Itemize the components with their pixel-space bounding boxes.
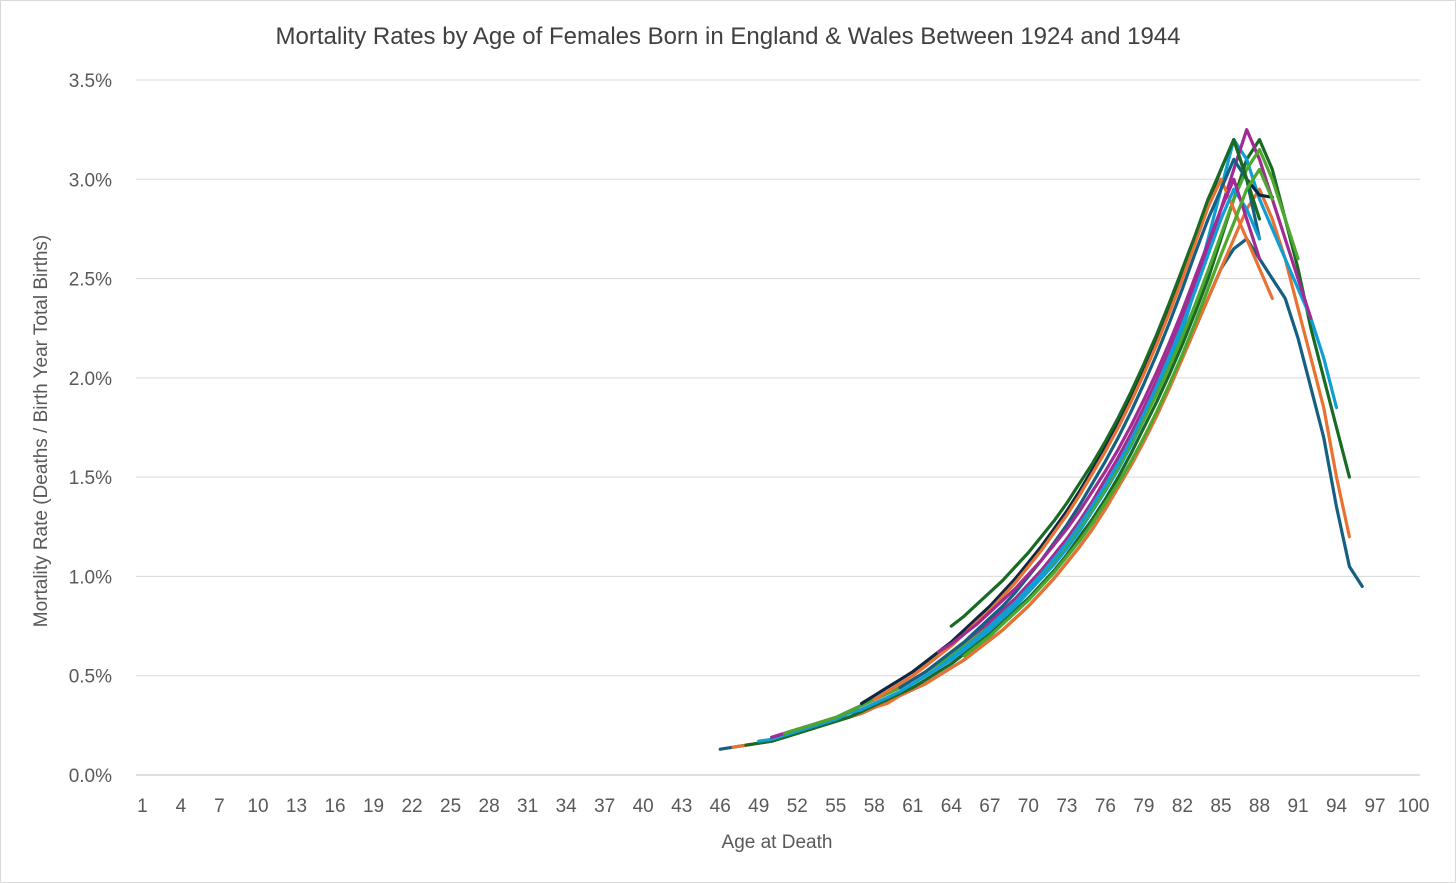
x-tick-label: 73 (1056, 796, 1077, 817)
x-tick-label: 43 (671, 796, 692, 817)
x-tick-label: 58 (864, 796, 885, 817)
x-tick-label: 52 (787, 796, 808, 817)
x-tick-label: 64 (941, 796, 963, 817)
series-line-13 (962, 167, 1274, 658)
x-tick-label: 82 (1172, 796, 1193, 817)
x-tick-label: 100 (1398, 796, 1430, 817)
x-tick-label: 22 (401, 796, 422, 817)
series-line-11 (924, 187, 1262, 678)
y-axis-title: Mortality Rate (Deaths / Birth Year Tota… (31, 235, 52, 627)
x-tick-label: 16 (324, 796, 345, 817)
y-tick-label: 3.5% (69, 71, 112, 92)
x-tick-label: 97 (1364, 796, 1385, 817)
x-tick-label: 88 (1249, 796, 1270, 817)
y-tick-label: 2.0% (69, 369, 112, 390)
y-tick-label: 0.0% (69, 766, 112, 787)
series-line-1 (718, 237, 1364, 751)
x-tick-label: 31 (517, 796, 538, 817)
x-tick-label: 91 (1287, 796, 1308, 817)
x-tick-label: 70 (1018, 796, 1039, 817)
x-tick-label: 34 (556, 796, 578, 817)
x-tick-label: 28 (479, 796, 500, 817)
x-tick-label: 61 (902, 796, 923, 817)
x-tick-label: 94 (1326, 796, 1348, 817)
x-tick-label: 13 (286, 796, 307, 817)
x-tick-label: 4 (176, 796, 187, 817)
x-tick-label: 10 (247, 796, 268, 817)
x-tick-label: 49 (748, 796, 769, 817)
x-tick-label: 46 (710, 796, 731, 817)
x-tick-label: 55 (825, 796, 846, 817)
x-axis-title: Age at Death (722, 832, 833, 853)
x-tick-label: 1 (137, 796, 148, 817)
series-line-12 (936, 177, 1262, 654)
y-tick-labels: 0.0% 0.5% 1.0% 1.5% 2.0% 2.5% 3.0% 3.5% (69, 71, 112, 787)
y-tick-label: 2.5% (69, 270, 112, 291)
y-tick-label: 3.0% (69, 170, 112, 191)
x-tick-label: 85 (1210, 796, 1231, 817)
series-line-6 (782, 147, 1300, 735)
x-tick-label: 7 (214, 796, 225, 817)
series-line-9 (898, 157, 1262, 690)
x-tick-label: 79 (1133, 796, 1154, 817)
x-tick-labels: 1 4 7 10 13 16 19 22 25 28 31 34 37 40 43 46 49 52 55 58 61 6… (137, 796, 1429, 817)
series-line-2 (731, 187, 1352, 749)
x-tick-label: 76 (1095, 796, 1116, 817)
x-tick-label: 25 (440, 796, 461, 817)
series-lines (718, 128, 1364, 751)
x-tick-label: 37 (594, 796, 615, 817)
y-tick-label: 0.5% (69, 667, 112, 688)
series-line-5 (769, 128, 1313, 739)
x-tick-label: 40 (633, 796, 654, 817)
y-tick-label: 1.5% (69, 468, 112, 489)
series-line-10 (949, 138, 1262, 628)
x-tick-label: 19 (363, 796, 384, 817)
x-tick-label: 67 (979, 796, 1000, 817)
series-line-8 (872, 177, 1274, 702)
y-tick-label: 1.0% (69, 567, 112, 588)
chart-title: Mortality Rates by Age of Females Born i… (276, 23, 1181, 50)
